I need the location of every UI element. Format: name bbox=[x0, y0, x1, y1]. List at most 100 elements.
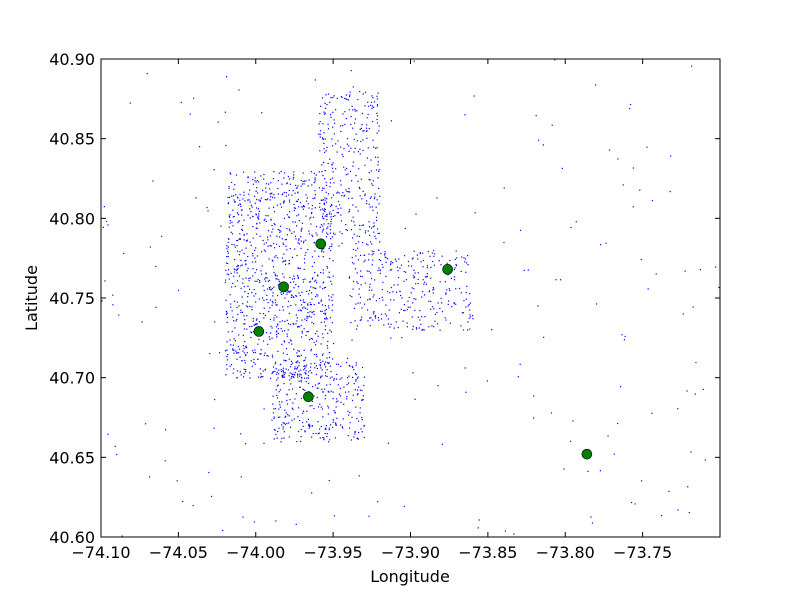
trip-point bbox=[341, 377, 343, 379]
trip-point bbox=[300, 379, 302, 381]
trip-point bbox=[277, 384, 279, 386]
trip-point bbox=[327, 390, 329, 392]
trip-point bbox=[285, 359, 287, 362]
trip-point bbox=[288, 216, 290, 218]
trip-point bbox=[330, 237, 332, 240]
trip-point bbox=[323, 437, 325, 439]
trip-point bbox=[340, 220, 343, 222]
trip-point bbox=[334, 411, 336, 413]
trip-point bbox=[252, 226, 254, 228]
trip-point bbox=[357, 393, 359, 395]
trip-point bbox=[301, 330, 303, 333]
trip-point bbox=[283, 437, 285, 439]
trip-point bbox=[361, 242, 364, 244]
trip-point bbox=[322, 269, 324, 271]
trip-point bbox=[308, 424, 311, 426]
trip-point bbox=[289, 366, 292, 368]
trip-point bbox=[465, 291, 467, 294]
trip-point bbox=[255, 233, 258, 235]
trip-point bbox=[341, 242, 343, 245]
trip-point bbox=[333, 515, 336, 517]
trip-point bbox=[114, 445, 116, 447]
trip-point bbox=[308, 424, 310, 426]
trip-point bbox=[331, 283, 333, 285]
trip-point bbox=[235, 174, 238, 176]
trip-point bbox=[288, 422, 290, 424]
trip-point bbox=[301, 319, 303, 321]
trip-point bbox=[439, 281, 441, 283]
trip-point bbox=[363, 376, 366, 378]
trip-point bbox=[232, 216, 234, 218]
trip-point bbox=[504, 530, 507, 532]
trip-point bbox=[346, 98, 348, 101]
trip-point bbox=[338, 393, 341, 395]
trip-point bbox=[354, 122, 356, 124]
trip-point bbox=[415, 213, 417, 215]
trip-point bbox=[233, 258, 236, 261]
trip-point bbox=[270, 245, 272, 247]
trip-point bbox=[323, 388, 326, 390]
trip-point bbox=[355, 406, 357, 408]
trip-point bbox=[226, 321, 228, 324]
trip-point bbox=[322, 416, 324, 418]
trip-point bbox=[267, 302, 269, 304]
trip-point bbox=[527, 269, 529, 271]
trip-point bbox=[303, 268, 305, 270]
trip-point bbox=[384, 313, 386, 315]
trip-point bbox=[417, 278, 419, 281]
trip-point bbox=[350, 147, 352, 149]
trip-point bbox=[244, 340, 246, 343]
trip-point bbox=[372, 319, 374, 321]
trip-point bbox=[341, 194, 343, 197]
trip-point bbox=[213, 427, 215, 429]
trip-point bbox=[258, 218, 260, 220]
trip-point bbox=[236, 358, 238, 360]
trip-point bbox=[328, 356, 331, 359]
trip-point bbox=[300, 179, 302, 182]
trip-point bbox=[286, 319, 288, 321]
trip-point bbox=[294, 221, 296, 223]
trip-point bbox=[324, 398, 326, 400]
trip-point bbox=[378, 170, 380, 172]
trip-point bbox=[321, 199, 323, 201]
trip-point bbox=[298, 370, 300, 372]
trip-point bbox=[359, 302, 361, 304]
trip-point bbox=[403, 304, 405, 306]
trip-point bbox=[326, 344, 328, 347]
trip-point bbox=[238, 348, 241, 350]
trip-point bbox=[688, 511, 690, 514]
trip-point bbox=[315, 174, 318, 176]
trip-point bbox=[228, 187, 230, 190]
trip-point bbox=[426, 275, 428, 278]
trip-point bbox=[247, 214, 249, 216]
trip-point bbox=[551, 124, 553, 126]
trip-point bbox=[284, 409, 286, 411]
trip-point bbox=[255, 323, 257, 325]
trip-point bbox=[290, 363, 292, 366]
trip-point bbox=[348, 364, 350, 366]
trip-point bbox=[285, 245, 287, 247]
trip-point bbox=[362, 190, 364, 192]
trip-point bbox=[281, 376, 284, 378]
trip-point bbox=[313, 407, 315, 410]
trip-point bbox=[519, 363, 521, 365]
x-tick-label: −73.95 bbox=[304, 543, 363, 562]
trip-point bbox=[258, 376, 260, 378]
trip-point bbox=[246, 239, 249, 241]
trip-point bbox=[245, 259, 247, 262]
trip-point bbox=[240, 205, 242, 208]
trip-point bbox=[422, 266, 424, 268]
trip-point bbox=[684, 270, 686, 272]
trip-point bbox=[339, 125, 342, 127]
trip-point bbox=[270, 196, 272, 198]
trip-point bbox=[347, 191, 349, 193]
trip-point bbox=[343, 386, 345, 388]
trip-point bbox=[284, 416, 286, 418]
trip-point bbox=[376, 112, 378, 114]
trip-point bbox=[233, 188, 235, 190]
trip-point bbox=[433, 255, 435, 257]
trip-point bbox=[231, 243, 233, 246]
trip-point bbox=[320, 321, 322, 323]
trip-point bbox=[318, 428, 321, 430]
trip-point bbox=[440, 264, 442, 266]
